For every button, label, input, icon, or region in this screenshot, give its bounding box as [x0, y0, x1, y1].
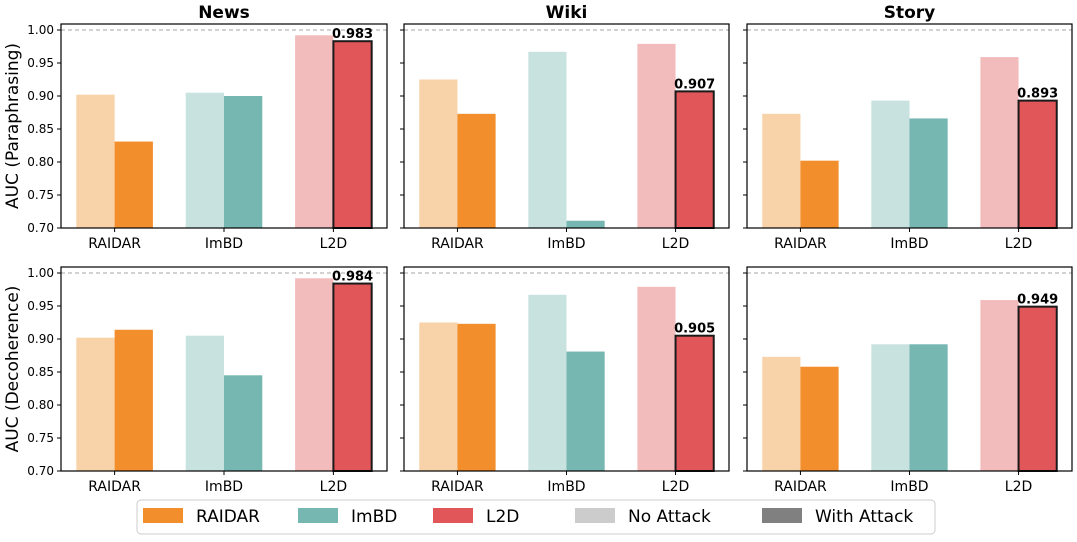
bar-with-attack-l2d	[332, 282, 373, 472]
panel-frame	[60, 266, 388, 472]
bar-no-attack-imbd	[528, 51, 567, 228]
y-tick-label: 1.00	[27, 23, 54, 37]
y-tick-label: 0.80	[27, 398, 54, 412]
x-tick-label: L2D	[662, 236, 690, 252]
x-tick-label: L2D	[320, 479, 348, 495]
bar-no-attack-l2d	[295, 278, 334, 471]
bar-no-attack-l2d	[980, 300, 1019, 471]
panel-frame	[746, 23, 1073, 229]
y-tick-label: 1.00	[27, 266, 54, 280]
bar-with-attack-imbd	[909, 118, 948, 228]
bar-with-attack-l2d	[1017, 305, 1058, 472]
bar-with-attack-imbd	[224, 96, 263, 228]
bar-with-attack-l2d	[674, 334, 715, 473]
bar-no-attack-imbd	[871, 100, 910, 228]
y-tick-label: 0.95	[27, 299, 54, 313]
x-tick-label: L2D	[662, 479, 690, 495]
bar-no-attack-imbd	[185, 92, 224, 228]
x-tick-label: RAIDAR	[774, 479, 827, 495]
x-tick-label: ImBD	[205, 479, 243, 495]
data-label: 0.983	[332, 27, 373, 42]
x-tick-label: L2D	[320, 236, 348, 252]
panel-title: News	[198, 3, 250, 23]
y-axis-label: AUC (Decoherence)	[3, 286, 23, 453]
y-tick-label: 0.70	[27, 464, 54, 478]
y-tick-label: 0.70	[27, 221, 54, 235]
x-tick-label: ImBD	[890, 236, 928, 252]
bar-with-attack-imbd	[224, 375, 263, 471]
x-tick-label: L2D	[1005, 479, 1033, 495]
legend-label: With Attack	[815, 507, 913, 527]
panel-title: Wiki	[546, 3, 588, 23]
bar-with-attack-imbd	[566, 351, 605, 471]
data-label: 0.907	[674, 77, 715, 92]
bar-no-attack-raidar	[76, 337, 115, 471]
y-axis-label: AUC (Paraphrasing)	[3, 43, 23, 209]
bar-no-attack-raidar	[419, 322, 458, 471]
bar-with-attack-raidar	[457, 113, 496, 228]
y-tick-label: 0.90	[27, 332, 54, 346]
bar-with-attack-l2d	[1017, 99, 1058, 229]
panel-frame	[403, 23, 730, 229]
bar-no-attack-raidar	[419, 79, 458, 228]
legend-swatch	[575, 508, 615, 523]
bar-no-attack-l2d	[637, 43, 676, 228]
y-tick-label: 0.80	[27, 155, 54, 169]
bar-no-attack-imbd	[185, 335, 224, 471]
x-tick-label: RAIDAR	[88, 236, 141, 252]
bar-with-attack-imbd	[909, 344, 948, 471]
x-tick-label: ImBD	[890, 479, 928, 495]
bar-with-attack-raidar	[114, 141, 153, 228]
legend-label: No Attack	[628, 507, 711, 527]
bar-no-attack-raidar	[762, 356, 801, 471]
bar-with-attack-raidar	[800, 366, 839, 471]
x-tick-label: RAIDAR	[431, 479, 484, 495]
legend-label: L2D	[486, 507, 519, 527]
bar-with-attack-raidar	[114, 329, 153, 471]
bar-with-attack-l2d	[674, 90, 715, 229]
bar-no-attack-imbd	[871, 344, 910, 471]
panel-frame	[403, 266, 730, 472]
legend-swatch	[298, 508, 338, 523]
legend-swatch	[433, 508, 473, 523]
data-label: 0.949	[1017, 293, 1058, 308]
bar-with-attack-imbd	[566, 220, 605, 228]
bar-with-attack-raidar	[457, 323, 496, 471]
y-tick-label: 0.85	[27, 365, 54, 379]
y-tick-label: 0.85	[27, 122, 54, 136]
data-label: 0.893	[1017, 87, 1058, 102]
y-tick-label: 0.90	[27, 89, 54, 103]
data-label: 0.905	[674, 322, 715, 337]
panel-title: Story	[884, 3, 936, 23]
x-tick-label: RAIDAR	[431, 236, 484, 252]
legend-swatch	[762, 508, 802, 523]
y-tick-label: 0.95	[27, 56, 54, 70]
legend-label: ImBD	[351, 507, 397, 527]
bar-no-attack-raidar	[762, 113, 801, 228]
panel-frame	[746, 266, 1073, 472]
bar-no-attack-raidar	[76, 94, 115, 229]
y-tick-label: 0.75	[27, 431, 54, 445]
bar-no-attack-imbd	[528, 294, 567, 471]
x-tick-label: ImBD	[547, 479, 585, 495]
bar-with-attack-raidar	[800, 160, 839, 228]
x-tick-label: RAIDAR	[774, 236, 827, 252]
legend-swatch	[143, 508, 183, 523]
x-tick-label: ImBD	[547, 236, 585, 252]
x-tick-label: ImBD	[205, 236, 243, 252]
x-tick-label: L2D	[1005, 236, 1033, 252]
data-label: 0.984	[332, 270, 373, 285]
panel-frame	[60, 23, 388, 229]
legend-label: RAIDAR	[196, 507, 260, 527]
bar-with-attack-l2d	[332, 40, 373, 229]
bar-no-attack-l2d	[637, 286, 676, 471]
y-tick-label: 0.75	[27, 188, 54, 202]
bar-no-attack-l2d	[980, 57, 1019, 229]
bar-no-attack-l2d	[295, 35, 334, 228]
x-tick-label: RAIDAR	[88, 479, 141, 495]
